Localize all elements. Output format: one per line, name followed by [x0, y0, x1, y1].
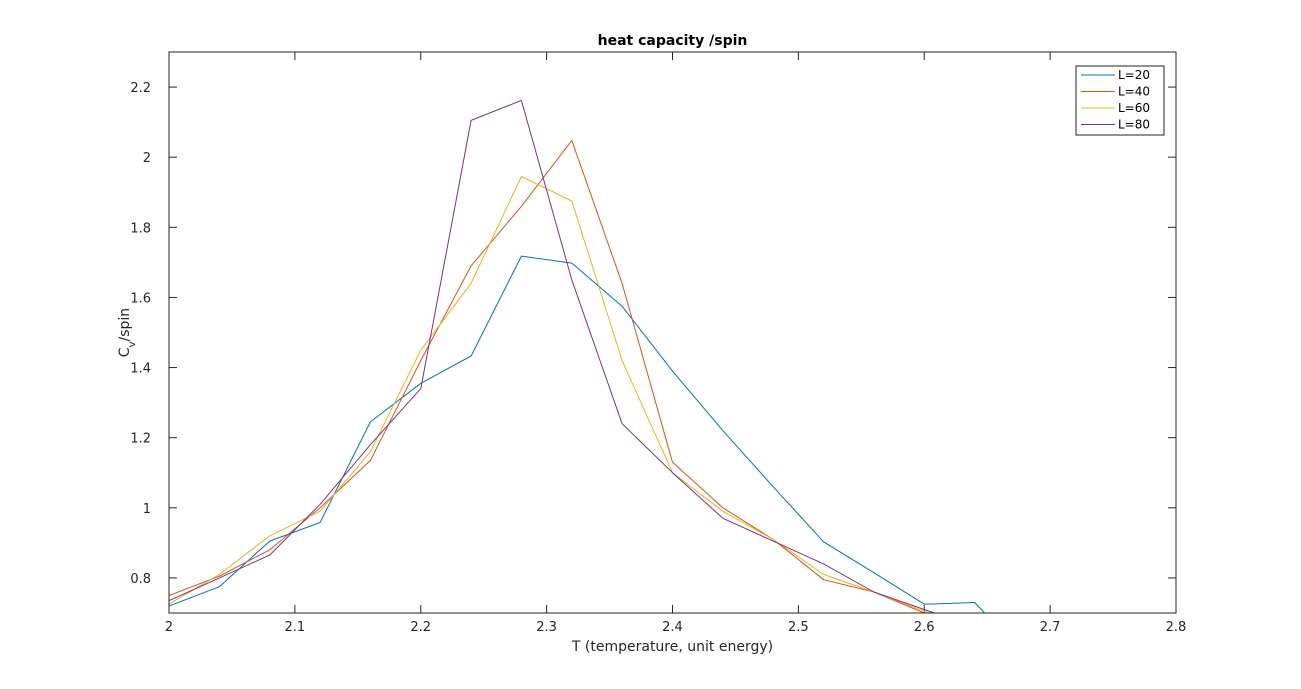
y-tick-label: 1.8 [130, 221, 151, 236]
legend-label: L=80 [1118, 118, 1150, 132]
y-tick-label: 1.2 [130, 432, 151, 447]
series-line-l20 [169, 255, 986, 613]
axis-ticks: 2 2.1 2.2 2.3 2.4 2.5 2.6 2.7 2.8 0.8 1 1.2 1.4 1.6 1.… [130, 52, 1186, 635]
legend: L=20 L=40 L=60 L=80 [1075, 65, 1165, 136]
x-tick-label: 2.2 [410, 620, 431, 635]
y-tick-label: 1.6 [130, 291, 151, 306]
x-tick-label: 2.4 [662, 620, 683, 635]
y-tick-label: 1.4 [130, 362, 151, 377]
x-tick-label: 2.1 [285, 620, 306, 635]
x-tick-label: 2.6 [914, 620, 935, 635]
y-axis-label: Cv/spin [117, 308, 138, 357]
x-tick-label: 2 [165, 620, 173, 635]
x-tick-label: 2.3 [536, 620, 557, 635]
plot-border [168, 51, 1177, 614]
legend-label: L=40 [1118, 85, 1150, 99]
x-tick-label: 2.7 [1040, 620, 1061, 635]
y-tick-label: 1 [143, 502, 151, 517]
series-line-l60 [169, 176, 932, 613]
y-tick-label: 0.8 [130, 572, 151, 587]
plot-area [169, 52, 1176, 613]
series-lines [169, 99, 986, 613]
y-tick-label: 2.2 [130, 81, 151, 96]
y-axis-label-subscript: v [127, 341, 138, 347]
legend-box [1075, 65, 1165, 136]
legend-label: L=20 [1118, 68, 1150, 82]
y-tick-label: 2 [143, 151, 151, 166]
y-axis-label-suffix: /spin [117, 308, 133, 342]
series-line-l80 [169, 99, 936, 613]
x-tick-label: 2.5 [788, 620, 809, 635]
y-axis-label-main: C [117, 347, 133, 357]
legend-label: L=60 [1118, 101, 1150, 115]
x-tick-label: 2.8 [1166, 620, 1187, 635]
x-axis-label: T (temperature, unit energy) [571, 639, 773, 655]
chart-title: heat capacity /spin [598, 33, 748, 49]
